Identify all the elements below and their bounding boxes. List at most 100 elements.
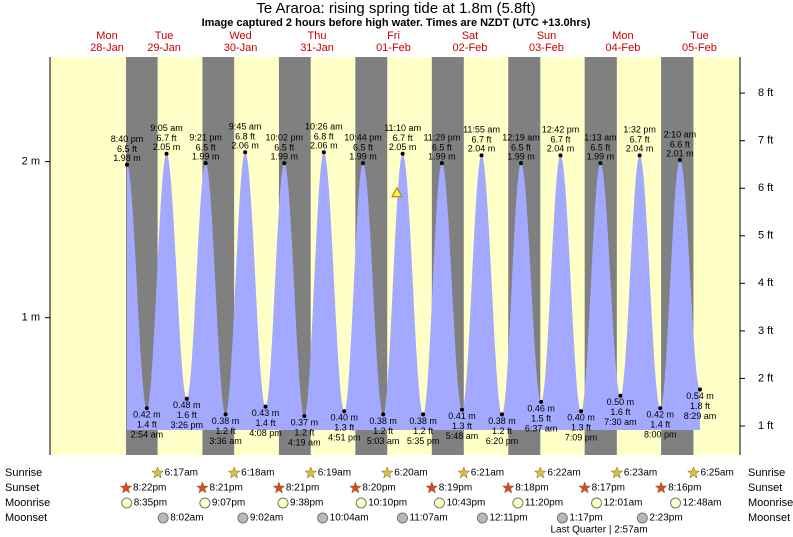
tide-feet: 1.2 ft <box>216 426 237 436</box>
row-label: Sunset <box>5 482 39 494</box>
day-date: 04-Feb <box>606 42 641 54</box>
tide-time: 4:51 pm <box>328 433 361 443</box>
moonrise-icon <box>512 497 524 509</box>
event-time: 8:35pm <box>134 498 167 509</box>
tide-meters: 2.04 m <box>547 144 575 154</box>
tide-point <box>637 153 642 158</box>
tide-meters: 1.98 m <box>113 153 141 163</box>
tide-time: 8:29 am <box>684 411 717 421</box>
sunset-icon <box>349 481 362 494</box>
event-time: 6:18am <box>241 468 274 479</box>
sunset-icon <box>196 481 209 494</box>
tide-point <box>579 409 584 414</box>
tide-feet: 1.4 ft <box>650 420 671 430</box>
tide-time: 2:54 am <box>131 430 164 440</box>
tide-feet: 1.3 ft <box>334 423 355 433</box>
tide-time: 5:03 am <box>367 436 400 446</box>
sunrise-icon <box>533 466 547 479</box>
y-tick-label: 2 m <box>22 155 40 167</box>
chart-subtitle: Image captured 2 hours before high water… <box>202 17 591 29</box>
tide-meters: 0.40 m <box>567 413 595 423</box>
tide-feet: 6.7 ft <box>550 135 571 145</box>
day-date: 31-Jan <box>300 42 334 54</box>
tide-meters: 1.99 m <box>271 152 299 162</box>
tide-time: 5:48 am <box>446 431 479 441</box>
event-time: 8:02am <box>170 513 203 524</box>
tide-meters: 1.99 m <box>349 152 377 162</box>
day-name: Wed <box>229 30 251 42</box>
moonset-icon <box>556 512 568 524</box>
tide-time: 4:19 am <box>288 437 321 447</box>
tide-meters: 1.99 m <box>192 152 220 162</box>
day-date: 30-Jan <box>224 42 258 54</box>
moonrise-icon <box>355 497 367 509</box>
tide-meters: 0.54 m <box>686 391 714 401</box>
tide-time: 1:13 am <box>584 133 617 143</box>
tide-meters: 1.99 m <box>587 152 615 162</box>
tide-point <box>124 162 129 167</box>
tide-feet: 6.7 ft <box>157 133 178 143</box>
current-level-marker <box>391 186 403 198</box>
tide-meters: 1.99 m <box>507 152 535 162</box>
y2-tick-label: 1 ft <box>758 420 773 432</box>
tide-point <box>618 393 623 398</box>
tide-feet: 6.8 ft <box>314 132 335 142</box>
tide-meters: 2.06 m <box>310 141 338 151</box>
tide-point <box>203 161 208 166</box>
moonset-icon <box>396 512 408 524</box>
day-name: Mon <box>612 30 633 42</box>
event-time: 8:22pm <box>133 483 166 494</box>
y2-tick-label: 3 ft <box>758 325 773 337</box>
tide-point <box>558 153 563 158</box>
tide-meters: 1.99 m <box>428 152 456 162</box>
tide-point <box>223 412 228 417</box>
sunset-icon <box>578 481 592 494</box>
tide-point <box>302 413 307 418</box>
event-time: 8:19pm <box>439 483 472 494</box>
day-date: 05-Feb <box>682 42 717 54</box>
tide-meters: 0.38 m <box>488 416 516 426</box>
tide-time: 11:29 pm <box>423 133 460 143</box>
day-name: Fri <box>387 30 400 42</box>
event-time: 1:17pm <box>569 513 602 524</box>
row-label: Moonrise <box>5 497 50 509</box>
event-time: 8:21pm <box>286 483 319 494</box>
tide-time: 4:08 pm <box>249 428 282 438</box>
moonset-icon <box>157 512 169 524</box>
tide-point <box>677 158 682 163</box>
tide-meters: 0.38 m <box>369 416 397 426</box>
tide-point <box>164 151 169 156</box>
tide-feet: 1.6 ft <box>610 407 631 417</box>
tide-meters: 0.40 m <box>331 413 359 423</box>
event-time: 10:04am <box>330 513 369 524</box>
tide-feet: 1.3 ft <box>571 423 592 433</box>
tide-point <box>184 396 189 401</box>
tide-feet: 1.5 ft <box>531 413 552 423</box>
y-tick-label: 1 m <box>22 312 40 324</box>
event-time: 8:21pm <box>209 483 242 494</box>
tide-feet: 6.5 ft <box>353 143 374 153</box>
sunrise-icon <box>227 466 241 479</box>
day-date: 28-Jan <box>90 42 124 54</box>
tide-time: 12:42 pm <box>542 125 580 135</box>
y2-tick-label: 6 ft <box>758 182 773 194</box>
y2-tick-label: 2 ft <box>758 372 773 384</box>
tide-feet: 6.5 ft <box>511 143 532 153</box>
row-label: Sunset <box>748 482 782 494</box>
tide-feet: 6.7 ft <box>630 135 651 145</box>
day-name: Tue <box>690 30 709 42</box>
tide-meters: 0.38 m <box>409 416 437 426</box>
sunset-icon <box>501 481 515 494</box>
sunrise-icon <box>151 466 164 479</box>
tide-time: 5:35 pm <box>407 436 440 446</box>
tide-meters: 0.42 m <box>646 410 674 420</box>
tide-point <box>381 412 386 417</box>
day-name: Tue <box>155 30 174 42</box>
moonset-icon <box>476 512 488 524</box>
tide-point <box>243 150 248 155</box>
tide-point <box>658 406 663 411</box>
tide-feet: 6.8 ft <box>235 132 256 142</box>
moonrise-icon <box>121 497 133 509</box>
moonrise-icon <box>591 497 603 509</box>
row-label: Sunrise <box>748 467 785 479</box>
